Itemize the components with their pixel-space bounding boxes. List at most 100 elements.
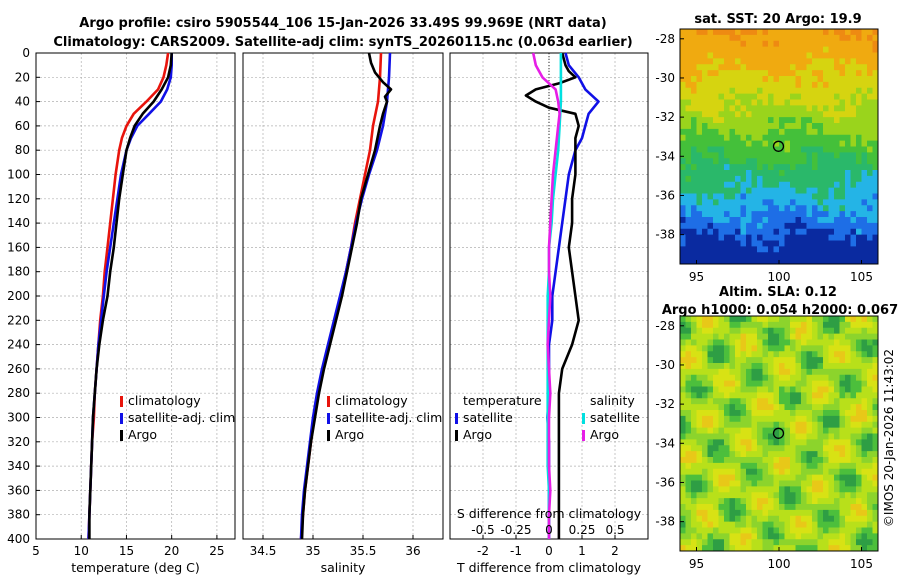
map-cell xyxy=(729,404,736,411)
map-cell xyxy=(839,363,846,370)
map-cell xyxy=(839,228,846,236)
map-cell xyxy=(735,433,741,440)
x-tick-label: 20 xyxy=(164,544,179,558)
map-cell xyxy=(740,345,747,352)
map-cell xyxy=(707,211,714,218)
map-cell xyxy=(806,421,813,429)
map-cell xyxy=(784,316,791,323)
map-cell xyxy=(762,181,769,189)
legend-entry: satellite-adj. clim xyxy=(128,410,235,425)
map-x-tick-label: 95 xyxy=(689,557,704,571)
map-cell xyxy=(828,240,835,247)
map-cell xyxy=(740,152,747,159)
map-cell xyxy=(806,134,813,142)
map-cell xyxy=(850,99,857,106)
map-cell xyxy=(724,234,730,241)
map-cell xyxy=(839,87,846,95)
map-cell xyxy=(872,427,879,434)
map-cell xyxy=(812,140,818,147)
map-cell xyxy=(707,433,714,440)
map-cell xyxy=(812,240,818,247)
map-cell xyxy=(740,81,747,89)
map-cell xyxy=(729,509,736,517)
map-cell xyxy=(685,246,692,253)
map-cell xyxy=(768,345,774,352)
map-cell xyxy=(867,545,873,552)
map-cell xyxy=(762,333,769,340)
map-cell xyxy=(702,521,708,528)
map-cell xyxy=(746,234,752,241)
map-cell xyxy=(801,357,807,364)
map-cell xyxy=(856,374,862,382)
x-tick-label: 36 xyxy=(405,544,420,558)
map-cell xyxy=(779,164,785,171)
map-cell xyxy=(828,421,835,429)
map-cell xyxy=(850,333,857,340)
legend-entry: satellite-adj. clim xyxy=(335,410,442,425)
map-cell xyxy=(768,246,774,253)
map-cell xyxy=(680,146,686,153)
map-cell xyxy=(834,380,840,387)
map-cell xyxy=(713,321,719,329)
map-cell xyxy=(746,504,752,511)
map-cell xyxy=(784,46,791,53)
map-cell xyxy=(795,486,802,493)
map-cell xyxy=(823,468,829,476)
map-cell xyxy=(845,380,851,387)
map-cell xyxy=(861,93,868,100)
map-cell xyxy=(867,134,873,142)
map-cell xyxy=(696,357,703,364)
map-cell xyxy=(746,480,752,487)
map-cell xyxy=(790,222,796,230)
map-cell xyxy=(839,234,846,241)
map-cell xyxy=(795,415,802,423)
map-cell xyxy=(828,521,835,528)
map-cell xyxy=(724,545,730,552)
map-cell xyxy=(729,211,736,218)
map-cell xyxy=(762,468,769,476)
map-cell xyxy=(850,421,857,429)
map-cell xyxy=(801,93,807,100)
map-cell xyxy=(861,140,868,147)
map-cell xyxy=(867,93,873,100)
map-cell xyxy=(729,380,736,387)
map-cell xyxy=(784,146,791,153)
map-cell xyxy=(845,445,851,452)
map-cell xyxy=(834,252,840,259)
y-tick-label: 180 xyxy=(7,265,30,279)
map-y-tick-label: -34 xyxy=(655,436,675,450)
map-cell xyxy=(713,415,719,423)
map-cell xyxy=(718,52,725,59)
map-cell xyxy=(707,64,714,71)
map-cell xyxy=(762,146,769,153)
x-tick-label: 35 xyxy=(305,544,320,558)
map-cell xyxy=(839,211,846,218)
map-cell xyxy=(872,339,879,346)
map-cell xyxy=(680,170,686,177)
map-cell xyxy=(845,386,851,393)
map-cell xyxy=(828,199,835,206)
map-cell xyxy=(691,474,697,481)
map-cell xyxy=(740,427,747,434)
map-cell xyxy=(718,386,725,393)
map-cell xyxy=(757,199,763,206)
map-cell xyxy=(768,474,774,481)
map-cell xyxy=(795,386,802,393)
map-cell xyxy=(773,515,780,523)
map-cell xyxy=(691,158,697,165)
map-cell xyxy=(724,211,730,218)
map-cell xyxy=(685,222,692,230)
map-cell xyxy=(861,333,868,340)
map-cell xyxy=(735,368,741,376)
map-cell xyxy=(696,170,703,177)
map-cell xyxy=(801,58,807,65)
map-cell xyxy=(801,140,807,147)
map-cell xyxy=(707,40,714,48)
map-cell xyxy=(784,205,791,212)
map-cell xyxy=(779,545,785,552)
map-cell xyxy=(850,445,857,452)
map-cell xyxy=(779,439,785,446)
map-cell xyxy=(751,404,758,411)
map-cell xyxy=(680,533,686,540)
map-cell xyxy=(823,316,829,323)
